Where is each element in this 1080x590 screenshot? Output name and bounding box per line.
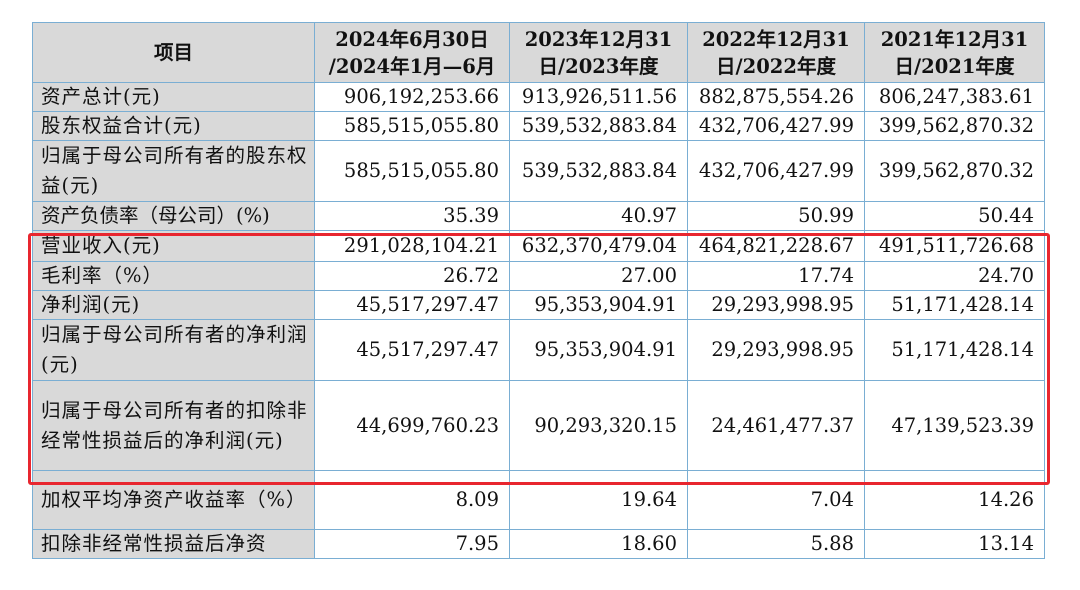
cell-value: 14.26 xyxy=(864,470,1045,530)
cell-value: 95,353,904.91 xyxy=(509,290,688,320)
cell-value: 51,171,428.14 xyxy=(864,319,1045,381)
row-label: 归属于母公司所有者的净利润(元) xyxy=(32,319,315,381)
financial-summary-table: 项目 2024年6月30日 /2024年1月—6月 2023年12月31 日/2… xyxy=(32,22,1045,559)
header-2021-line1: 2021年12月31 xyxy=(880,27,1029,51)
cell-value: 24.70 xyxy=(864,261,1045,291)
cell-value: 7.95 xyxy=(314,529,510,559)
cell-value: 8.09 xyxy=(314,470,510,530)
cell-value: 585,515,055.80 xyxy=(314,111,510,141)
table-row: 加权平均净资产收益率（%） 8.09 19.64 7.04 14.26 xyxy=(32,470,1045,530)
row-label: 扣除非经常性损益后净资 xyxy=(32,529,315,559)
cell-value: 35.39 xyxy=(314,201,510,231)
cell-value: 19.64 xyxy=(509,470,688,530)
row-label: 归属于母公司所有者的股东权益(元) xyxy=(32,140,315,202)
cell-value: 632,370,479.04 xyxy=(509,230,688,262)
row-label: 净利润(元) xyxy=(32,290,315,320)
header-2023-line1: 2023年12月31 xyxy=(524,27,673,51)
table-row: 净利润(元) 45,517,297.47 95,353,904.91 29,29… xyxy=(32,290,1045,320)
cell-value: 906,192,253.66 xyxy=(314,82,510,112)
row-label: 资产总计(元) xyxy=(32,82,315,112)
header-period-2024h1: 2024年6月30日 /2024年1月—6月 xyxy=(314,22,510,83)
row-label: 毛利率（%） xyxy=(32,261,315,291)
cell-value: 806,247,383.61 xyxy=(864,82,1045,112)
table-row: 资产负债率（母公司）(%) 35.39 40.97 50.99 50.44 xyxy=(32,201,1045,231)
cell-value: 90,293,320.15 xyxy=(509,380,688,471)
header-2023-line2: 日/2023年度 xyxy=(538,54,659,78)
header-period-2022: 2022年12月31 日/2022年度 xyxy=(687,22,865,83)
cell-value: 913,926,511.56 xyxy=(509,82,688,112)
cell-value: 45,517,297.47 xyxy=(314,319,510,381)
cell-value: 51,171,428.14 xyxy=(864,290,1045,320)
table-row: 扣除非经常性损益后净资 7.95 18.60 5.88 13.14 xyxy=(32,529,1045,559)
cell-value: 291,028,104.21 xyxy=(314,230,510,262)
financial-table-container: 项目 2024年6月30日 /2024年1月—6月 2023年12月31 日/2… xyxy=(28,22,1050,559)
header-2024h1-line1: 2024年6月30日 xyxy=(335,27,489,51)
cell-value: 17.74 xyxy=(687,261,865,291)
cell-value: 29,293,998.95 xyxy=(687,319,865,381)
cell-value: 24,461,477.37 xyxy=(687,380,865,471)
header-2022-line1: 2022年12月31 xyxy=(702,27,850,51)
cell-value: 539,532,883.84 xyxy=(509,111,688,141)
table-row: 归属于母公司所有者的扣除非经常性损益后的净利润(元) 44,699,760.23… xyxy=(32,380,1045,471)
cell-value: 47,139,523.39 xyxy=(864,380,1045,471)
header-period-2023: 2023年12月31 日/2023年度 xyxy=(509,22,688,83)
table-row: 归属于母公司所有者的净利润(元) 45,517,297.47 95,353,90… xyxy=(32,319,1045,381)
header-2024h1-line2: /2024年1月—6月 xyxy=(328,54,496,78)
cell-value: 50.99 xyxy=(687,201,865,231)
row-label: 营业收入(元) xyxy=(32,230,315,262)
row-label: 加权平均净资产收益率（%） xyxy=(32,470,315,530)
cell-value: 491,511,726.68 xyxy=(864,230,1045,262)
row-label: 归属于母公司所有者的扣除非经常性损益后的净利润(元) xyxy=(32,380,315,471)
cell-value: 539,532,883.84 xyxy=(509,140,688,202)
cell-value: 7.04 xyxy=(687,470,865,530)
row-label: 资产负债率（母公司）(%) xyxy=(32,201,315,231)
cell-value: 399,562,870.32 xyxy=(864,111,1045,141)
header-2022-line2: 日/2022年度 xyxy=(716,54,836,78)
cell-value: 40.97 xyxy=(509,201,688,231)
header-2021-line2: 日/2021年度 xyxy=(894,54,1015,78)
cell-value: 29,293,998.95 xyxy=(687,290,865,320)
cell-value: 45,517,297.47 xyxy=(314,290,510,320)
header-period-2021: 2021年12月31 日/2021年度 xyxy=(864,22,1045,83)
table-row: 营业收入(元) 291,028,104.21 632,370,479.04 46… xyxy=(32,230,1045,262)
row-label: 股东权益合计(元) xyxy=(32,111,315,141)
cell-value: 44,699,760.23 xyxy=(314,380,510,471)
cell-value: 882,875,554.26 xyxy=(687,82,865,112)
table-row: 资产总计(元) 906,192,253.66 913,926,511.56 88… xyxy=(32,82,1045,112)
table-row: 股东权益合计(元) 585,515,055.80 539,532,883.84 … xyxy=(32,111,1045,141)
cell-value: 464,821,228.67 xyxy=(687,230,865,262)
cell-value: 18.60 xyxy=(509,529,688,559)
table-row: 毛利率（%） 26.72 27.00 17.74 24.70 xyxy=(32,261,1045,291)
header-row: 项目 2024年6月30日 /2024年1月—6月 2023年12月31 日/2… xyxy=(32,22,1045,83)
header-item: 项目 xyxy=(32,22,315,83)
table-row: 归属于母公司所有者的股东权益(元) 585,515,055.80 539,532… xyxy=(32,140,1045,202)
cell-value: 27.00 xyxy=(509,261,688,291)
cell-value: 432,706,427.99 xyxy=(687,140,865,202)
cell-value: 399,562,870.32 xyxy=(864,140,1045,202)
cell-value: 585,515,055.80 xyxy=(314,140,510,202)
cell-value: 432,706,427.99 xyxy=(687,111,865,141)
cell-value: 95,353,904.91 xyxy=(509,319,688,381)
cell-value: 5.88 xyxy=(687,529,865,559)
cell-value: 50.44 xyxy=(864,201,1045,231)
cell-value: 26.72 xyxy=(314,261,510,291)
cell-value: 13.14 xyxy=(864,529,1045,559)
